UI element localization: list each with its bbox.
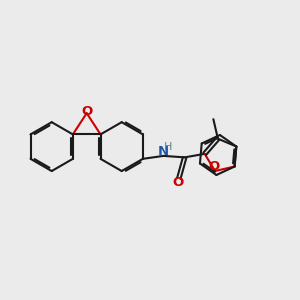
Text: H: H [164, 142, 173, 152]
Text: N: N [158, 145, 169, 158]
Text: O: O [208, 160, 219, 173]
Text: O: O [173, 176, 184, 189]
Text: O: O [81, 105, 92, 118]
